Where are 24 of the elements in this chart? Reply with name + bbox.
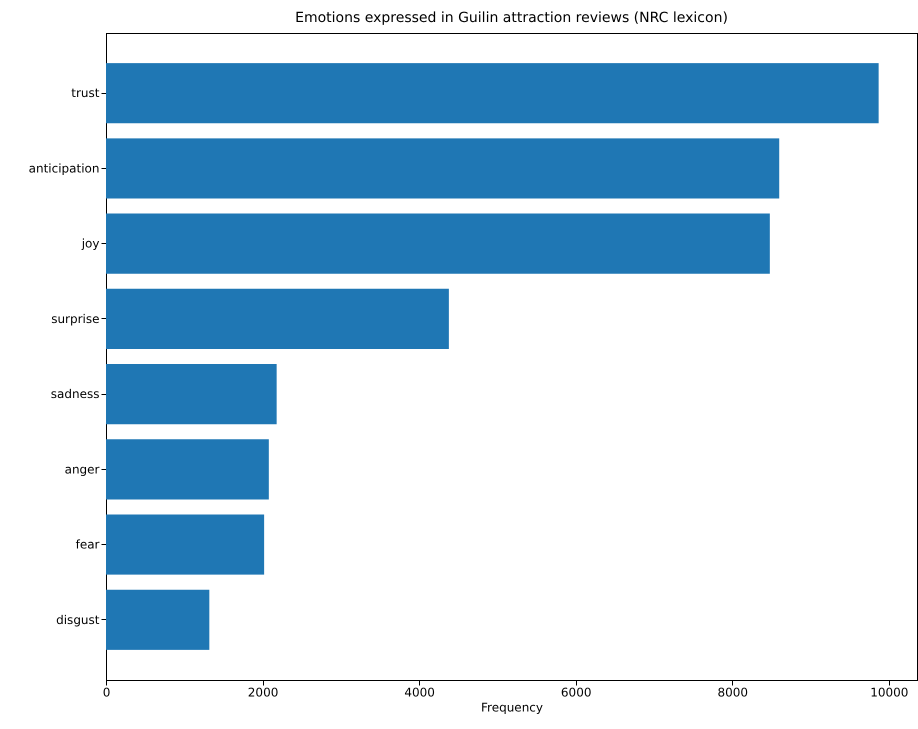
bar (106, 590, 210, 650)
bar (106, 138, 780, 199)
bar (106, 364, 277, 424)
y-tick-label: sadness (50, 387, 100, 402)
bar (106, 439, 269, 500)
y-tick-label: trust (71, 86, 100, 100)
x-tick-label: 2000 (248, 686, 278, 700)
bar (106, 214, 770, 274)
bar (106, 63, 879, 124)
y-tick-label: joy (80, 236, 100, 251)
y-tick-label: anger (64, 462, 100, 476)
bar (106, 514, 264, 575)
x-tick-label: 6000 (560, 686, 592, 700)
x-tick-label: 4000 (404, 686, 435, 700)
bar (106, 288, 449, 349)
x-tick-label: 0 (102, 686, 110, 700)
y-tick-label: fear (76, 538, 100, 552)
chart-title: Emotions expressed in Guilin attraction reviews (NRC lexicon) (295, 10, 728, 26)
y-tick-label: surprise (51, 312, 100, 326)
x-axis-title: Frequency (481, 700, 543, 714)
x-tick-label: 8000 (717, 686, 748, 700)
y-tick-label: anticipation (28, 161, 100, 176)
x-tick-label: 10000 (870, 686, 908, 700)
y-tick-label: disgust (56, 612, 100, 627)
